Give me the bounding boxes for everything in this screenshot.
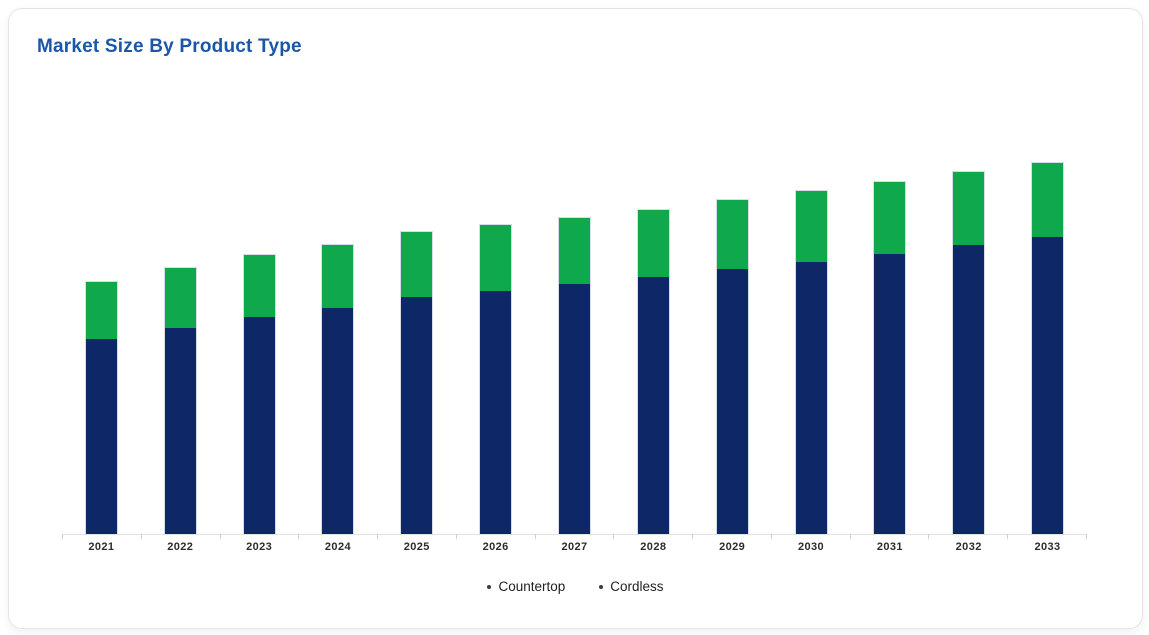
axis-tick [378,534,457,539]
bar-2032[interactable] [952,170,986,534]
bar-group-2021 [62,159,141,534]
bar-group-2028 [614,159,693,534]
x-axis-label-2033: 2033 [1034,541,1061,553]
x-axis-label-2024: 2024 [324,541,351,553]
bar-2024[interactable] [321,244,355,534]
legend-label: Cordless [610,579,664,594]
x-axis-label-2025: 2025 [403,541,430,553]
bar-2027[interactable] [557,216,591,534]
bar-segment-countertop-2022[interactable] [164,328,196,534]
x-axis-label-2022: 2022 [167,541,194,553]
axis-tick [457,534,536,539]
x-axis-label-2023: 2023 [246,541,273,553]
bar-group-2031 [850,159,929,534]
x-axis-label-2027: 2027 [561,541,588,553]
bar-segment-cordless-2024[interactable] [322,245,354,309]
bar-segment-cordless-2033[interactable] [1032,163,1064,238]
axis-tick [1008,534,1087,539]
bar-segment-countertop-2033[interactable] [1032,237,1064,534]
bar-segment-cordless-2025[interactable] [401,232,433,297]
x-axis-label-2026: 2026 [482,541,509,553]
bar-group-2025 [377,159,456,534]
bar-group-2024 [299,159,378,534]
bar-2031[interactable] [873,180,907,534]
chart-legend: Countertop Cordless [9,579,1142,594]
bar-2022[interactable] [163,267,197,534]
bar-segment-cordless-2031[interactable] [874,181,906,255]
chart-title: Market Size By Product Type [37,36,302,57]
bar-2026[interactable] [479,223,513,534]
bar-segment-countertop-2024[interactable] [322,308,354,534]
bar-group-2026 [456,159,535,534]
bar-2023[interactable] [242,254,276,534]
x-axis-ticks [62,534,1087,539]
bar-group-2023 [220,159,299,534]
bar-segment-countertop-2028[interactable] [637,277,669,534]
bar-segment-countertop-2032[interactable] [953,245,985,534]
axis-tick [142,534,221,539]
axis-tick [62,534,142,539]
bar-segment-countertop-2031[interactable] [874,254,906,534]
x-axis-label-2021: 2021 [88,541,115,553]
x-axis-label-2028: 2028 [640,541,667,553]
bar-2029[interactable] [715,199,749,534]
chart-card: Market Size By Product Type 2021 2022 2023… [8,8,1143,629]
legend-item-cordless[interactable]: Cordless [599,579,664,594]
plot-area [62,159,1087,535]
bar-group-2033 [1008,159,1087,534]
bar-segment-countertop-2029[interactable] [716,269,748,534]
axis-tick [221,534,300,539]
axis-tick [536,534,615,539]
bar-group-2030 [772,159,851,534]
axis-tick [851,534,930,539]
x-axis-label-2031: 2031 [876,541,903,553]
bar-segment-countertop-2027[interactable] [558,283,590,534]
axis-tick [929,534,1009,539]
bar-segment-countertop-2030[interactable] [795,262,827,534]
bar-group-2029 [693,159,772,534]
bar-2033[interactable] [1031,162,1065,534]
bar-segment-cordless-2028[interactable] [637,209,669,278]
bar-segment-cordless-2029[interactable] [716,200,748,270]
bar-segment-countertop-2021[interactable] [85,339,117,534]
bar-segment-countertop-2025[interactable] [401,296,433,534]
bar-segment-cordless-2023[interactable] [243,255,275,317]
bar-2021[interactable] [84,281,118,534]
x-axis-label-2029: 2029 [719,541,746,553]
axis-tick [299,534,379,539]
bar-2030[interactable] [794,190,828,534]
axis-tick [693,534,772,539]
bar-segment-countertop-2026[interactable] [480,291,512,534]
x-axis-label-2030: 2030 [797,541,825,553]
bar-segment-cordless-2021[interactable] [85,282,117,340]
bar-segment-cordless-2027[interactable] [558,217,590,284]
axis-tick [614,534,694,539]
bar-segment-cordless-2026[interactable] [480,224,512,291]
bar-2028[interactable] [636,208,670,534]
legend-bullet-icon [599,584,604,589]
legend-bullet-icon [487,584,492,589]
bar-segment-cordless-2022[interactable] [164,268,196,329]
axis-tick [772,534,851,539]
x-axis-label-2032: 2032 [955,541,982,553]
bar-segment-cordless-2030[interactable] [795,191,827,263]
legend-item-countertop[interactable]: Countertop [487,579,565,594]
legend-label: Countertop [498,579,566,594]
bar-segment-cordless-2032[interactable] [953,171,985,246]
bar-group-2027 [535,159,614,534]
x-axis-labels: 2021 2022 2023 2024 2025 2026 2027 2028 2029 2030… [62,541,1087,553]
bar-2025[interactable] [400,231,434,534]
bar-segment-countertop-2023[interactable] [243,316,275,534]
bar-group-2032 [929,159,1008,534]
bar-group-2022 [141,159,220,534]
